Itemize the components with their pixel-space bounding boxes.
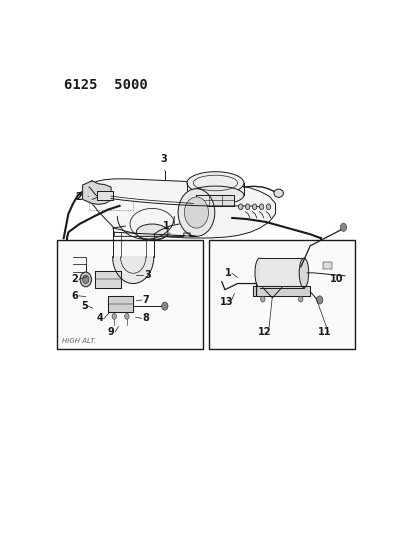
Circle shape <box>266 204 271 209</box>
Text: 8: 8 <box>142 313 149 324</box>
Circle shape <box>162 302 168 310</box>
Bar <box>57 240 203 349</box>
Polygon shape <box>97 191 113 200</box>
Text: HIGH ALT.: HIGH ALT. <box>62 338 96 344</box>
Text: 1: 1 <box>163 221 174 231</box>
Text: 7: 7 <box>142 295 149 305</box>
Ellipse shape <box>255 258 264 288</box>
Polygon shape <box>253 286 310 296</box>
Circle shape <box>112 313 116 319</box>
Circle shape <box>299 296 303 302</box>
Text: 6125  5000: 6125 5000 <box>64 78 147 92</box>
Bar <box>323 262 332 269</box>
Ellipse shape <box>274 189 284 197</box>
Circle shape <box>178 189 215 236</box>
Text: 5: 5 <box>81 301 88 311</box>
Polygon shape <box>259 258 304 288</box>
Circle shape <box>253 204 257 209</box>
Circle shape <box>340 223 347 231</box>
Text: 1: 1 <box>225 268 231 278</box>
Circle shape <box>125 313 129 319</box>
Text: 15: 15 <box>322 291 334 301</box>
Polygon shape <box>82 179 275 238</box>
Text: 4: 4 <box>97 313 103 324</box>
Text: 14: 14 <box>280 296 293 306</box>
Circle shape <box>261 296 265 302</box>
Circle shape <box>184 197 208 228</box>
Ellipse shape <box>136 224 168 240</box>
Polygon shape <box>108 296 133 312</box>
Ellipse shape <box>187 172 244 194</box>
Text: 2: 2 <box>71 274 78 285</box>
Polygon shape <box>82 181 111 204</box>
Ellipse shape <box>187 186 244 205</box>
Polygon shape <box>197 195 234 206</box>
Text: 11: 11 <box>318 327 331 337</box>
Circle shape <box>259 204 264 209</box>
Text: 13: 13 <box>220 297 233 307</box>
Text: 9: 9 <box>108 327 115 337</box>
Circle shape <box>239 204 243 209</box>
Text: 10: 10 <box>330 274 344 285</box>
Text: 2: 2 <box>75 192 89 202</box>
Text: 3: 3 <box>160 155 167 171</box>
Bar <box>209 240 355 349</box>
Polygon shape <box>95 271 121 288</box>
Ellipse shape <box>299 258 309 288</box>
Circle shape <box>80 272 91 287</box>
Text: 12: 12 <box>258 327 271 337</box>
Circle shape <box>317 296 323 304</box>
Circle shape <box>246 204 250 209</box>
Text: 3: 3 <box>144 270 151 280</box>
Bar <box>321 260 335 271</box>
Text: 6: 6 <box>71 291 78 301</box>
Polygon shape <box>113 257 154 284</box>
Circle shape <box>82 276 89 284</box>
